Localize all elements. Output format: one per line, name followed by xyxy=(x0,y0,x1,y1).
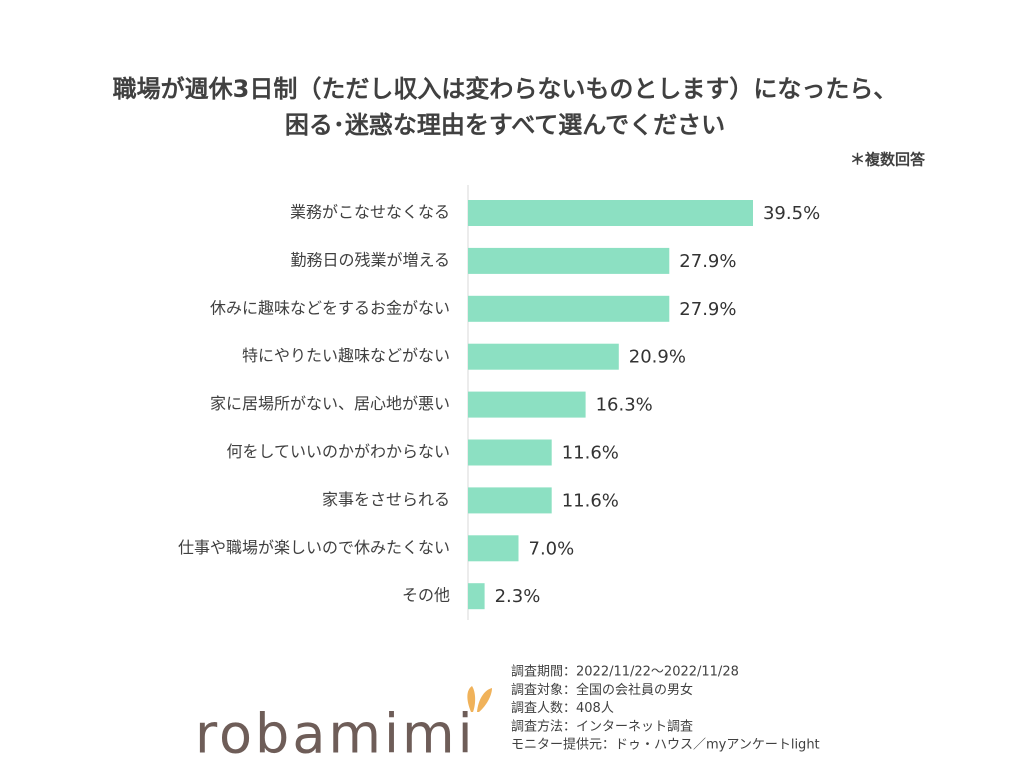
value-label: 16.3% xyxy=(596,395,653,416)
category-label: 勤務日の残業が増える xyxy=(290,250,450,269)
category-label: その他 xyxy=(402,586,450,605)
bar xyxy=(468,439,552,466)
bar xyxy=(468,200,753,226)
logo-ears xyxy=(467,686,492,712)
note: ＊複数回答 xyxy=(850,151,926,169)
survey-info: 調査人数：408人 xyxy=(511,701,614,716)
category-label: 特にやりたい趣味などがない xyxy=(242,346,450,365)
value-label: 7.0% xyxy=(529,538,575,559)
value-label: 2.3% xyxy=(495,586,541,607)
bar xyxy=(468,535,519,562)
value-label: 27.9% xyxy=(679,251,736,272)
value-label: 11.6% xyxy=(562,490,619,511)
category-label: 家事をさせられる xyxy=(322,490,450,509)
survey-info: 調査期間：2022/11/22～2022/11/28 xyxy=(511,665,739,680)
category-label: 業務がこなせなくなる xyxy=(290,203,450,222)
survey-info: 調査方法：インターネット調査 xyxy=(511,718,693,734)
bar xyxy=(468,583,485,610)
bar xyxy=(468,295,670,322)
category-label: 休みに趣味などをするお金がない xyxy=(210,298,450,317)
logo: robamimi xyxy=(195,703,476,766)
bar xyxy=(468,343,619,370)
value-label: 11.6% xyxy=(562,443,619,464)
ear xyxy=(477,688,492,712)
bar xyxy=(468,391,586,418)
category-label: 何をしていいのかがわからない xyxy=(226,442,450,461)
value-label: 39.5% xyxy=(763,203,820,224)
survey-info: モニター提供元：ドゥ・ハウス／myアンケートlight xyxy=(511,737,820,753)
bar xyxy=(468,487,552,514)
ear xyxy=(467,686,476,712)
value-label: 20.9% xyxy=(629,347,686,368)
chart-title: 職場が週休3日制（ただし収入は変わらないものとします）になったら、 xyxy=(113,75,898,103)
category-label: 仕事や職場が楽しいので休みたくない xyxy=(178,538,450,557)
survey-info: 調査対象：全国の会社員の男女 xyxy=(511,682,693,698)
category-label: 家に居場所がない、居心地が悪い xyxy=(210,394,450,413)
chart-title: 困る･迷惑な理由をすべて選んでください xyxy=(285,111,725,139)
value-label: 27.9% xyxy=(679,299,736,320)
bar xyxy=(468,247,670,274)
